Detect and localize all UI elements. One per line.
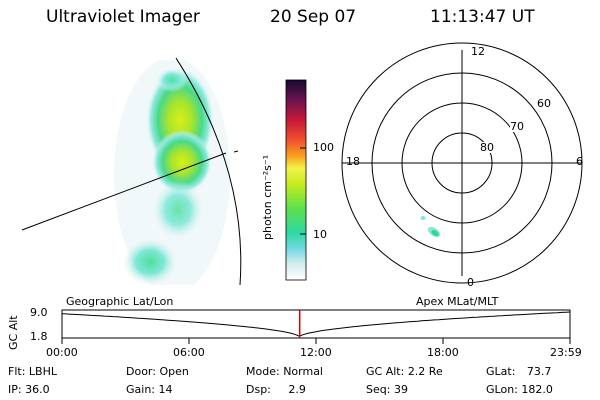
status-ip: IP: 36.0 <box>8 383 50 396</box>
status-glon: GLon: 182.0 <box>486 383 553 396</box>
polar-plot <box>341 42 583 284</box>
time-label: 11:13:47 UT <box>430 7 535 27</box>
status-glat: GLat: 73.7 <box>486 365 552 378</box>
timeline-left-caption: Geographic Lat/Lon <box>66 295 174 308</box>
time-tick-4: 23:59 <box>550 346 582 359</box>
timeline-plot <box>61 309 571 344</box>
date-label: 20 Sep 07 <box>270 7 357 27</box>
polar-aurora-spot <box>420 216 441 238</box>
colorbar <box>285 79 307 281</box>
mlt-label-12: 12 <box>470 45 486 58</box>
lat-label-80: 80 <box>480 141 494 154</box>
mlt-label-6: 6 <box>576 155 583 168</box>
status-gain: Gain: 14 <box>126 383 173 396</box>
timeline-axis-label: GC Alt <box>7 315 20 350</box>
colorbar-tick-10: 10 <box>313 228 327 241</box>
instrument-title: Ultraviolet Imager <box>46 7 200 27</box>
timeline-ymin: 1.8 <box>30 330 48 343</box>
mlt-label-18: 18 <box>346 155 360 168</box>
earth-limb <box>175 57 242 286</box>
lat-label-60: 60 <box>537 97 551 110</box>
mlt-label-0: 0 <box>467 276 474 289</box>
status-seq: Seq: 39 <box>366 383 408 396</box>
status-dsp: Dsp: 2.9 <box>246 383 306 396</box>
colorbar-tick-100: 100 <box>313 141 334 154</box>
status-flt: Flt: LBHL <box>8 365 57 378</box>
auroral-image <box>114 60 230 285</box>
status-door: Door: Open <box>126 365 189 378</box>
time-tick-1: 06:00 <box>173 346 205 359</box>
timeline-ymax: 9.0 <box>30 306 48 319</box>
lat-label-70: 70 <box>510 120 524 133</box>
terminator-line <box>21 152 227 231</box>
time-tick-2: 12:00 <box>300 346 332 359</box>
time-tick-3: 18:00 <box>427 346 459 359</box>
status-mode: Mode: Normal <box>246 365 323 378</box>
colorbar-unit-label: photon cm⁻²s⁻¹ <box>261 154 274 240</box>
time-tick-0: 00:00 <box>46 346 78 359</box>
timeline-right-caption: Apex MLat/MLT <box>416 295 499 308</box>
status-gc-alt: GC Alt: 2.2 Re <box>366 365 443 378</box>
